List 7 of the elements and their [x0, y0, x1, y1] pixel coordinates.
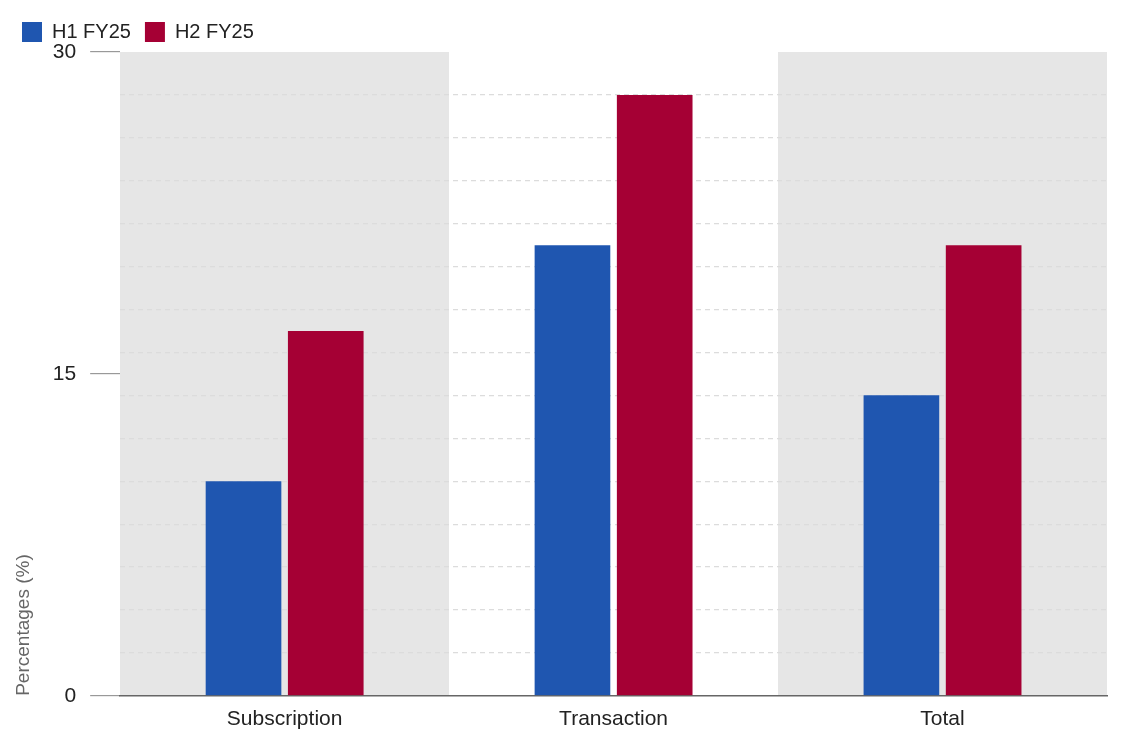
x-tick-label: Subscription: [226, 706, 343, 730]
x-tick-label: Transaction: [559, 706, 669, 730]
y-axis-title: Percentages (%): [11, 554, 33, 696]
y-tick-label: 0: [64, 682, 77, 706]
legend-label: H2 FY25: [174, 19, 254, 42]
y-tick-label: 15: [52, 360, 77, 384]
x-tick-label: Total: [920, 706, 965, 730]
